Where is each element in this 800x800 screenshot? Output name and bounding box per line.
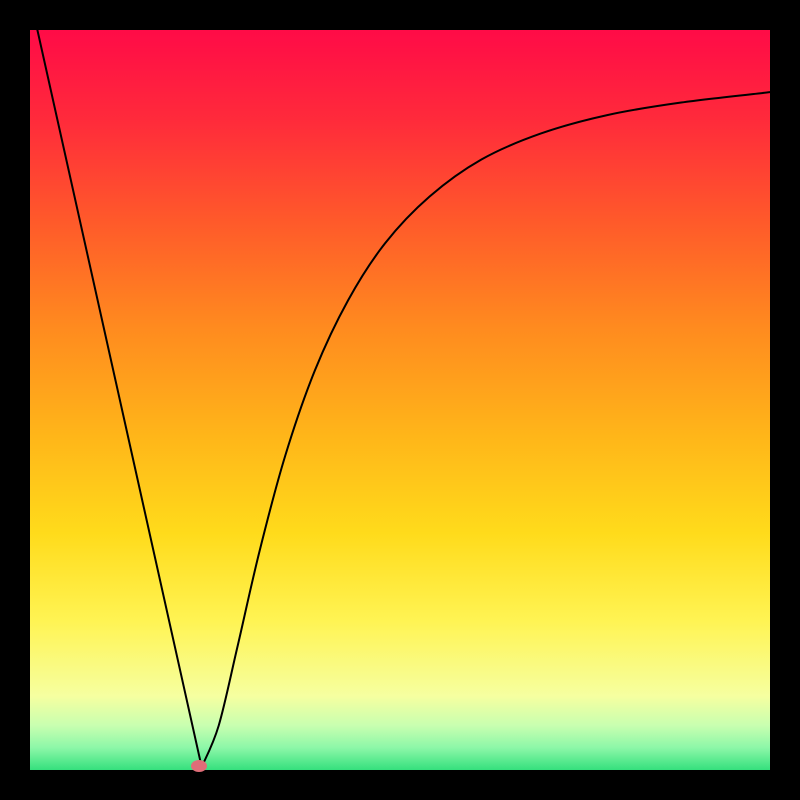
- curve-layer: [30, 30, 770, 770]
- minimum-marker: [191, 760, 207, 772]
- chart-stage: TheBottleneck.com: [0, 0, 800, 800]
- plot-area: [30, 30, 770, 770]
- bottleneck-curve: [37, 30, 770, 767]
